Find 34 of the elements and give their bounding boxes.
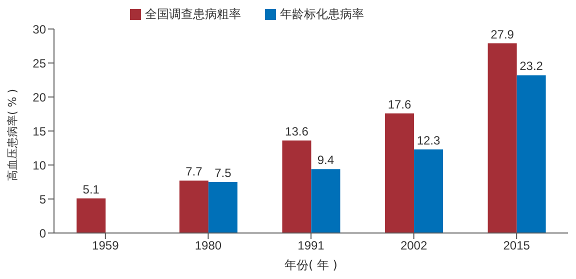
x-tick-label: 1980 (194, 238, 222, 253)
bar (385, 113, 414, 233)
data-label: 7.7 (186, 164, 203, 179)
data-label: 27.9 (490, 27, 514, 42)
data-label: 17.6 (388, 97, 412, 112)
x-tick-label: 1991 (298, 238, 325, 253)
x-tick-label: 2015 (503, 238, 530, 253)
y-axis-title: 高血压患病率( % ) (6, 88, 19, 181)
legend-label: 全国调查患病粗率 (145, 7, 241, 21)
y-tick-label: 5 (39, 192, 46, 206)
bar (208, 182, 238, 233)
y-tick-label: 10 (32, 158, 46, 172)
y-tick-label: 25 (32, 56, 46, 70)
y-tick-label: 15 (32, 124, 46, 138)
data-label: 12.3 (416, 133, 441, 148)
y-tick-label: 0 (39, 226, 46, 240)
x-axis-title: 年份( 年 ) (284, 258, 338, 272)
data-label: 9.4 (317, 153, 334, 168)
y-tick-label: 20 (32, 90, 46, 104)
bar (311, 169, 340, 233)
x-tick-label: 2002 (400, 238, 428, 253)
data-label: 7.5 (214, 166, 232, 180)
bar (414, 149, 444, 233)
data-label: 13.6 (285, 124, 309, 139)
bar (488, 43, 517, 233)
bar (282, 140, 312, 233)
data-label: 5.1 (82, 182, 100, 196)
legend-label: 年龄标化患病率 (280, 7, 364, 21)
bar (179, 180, 208, 233)
bar (76, 198, 106, 233)
y-tick-label: 30 (32, 22, 46, 36)
x-tick-label: 1959 (92, 238, 120, 253)
bar (516, 75, 546, 233)
data-label: 23.2 (520, 59, 544, 74)
